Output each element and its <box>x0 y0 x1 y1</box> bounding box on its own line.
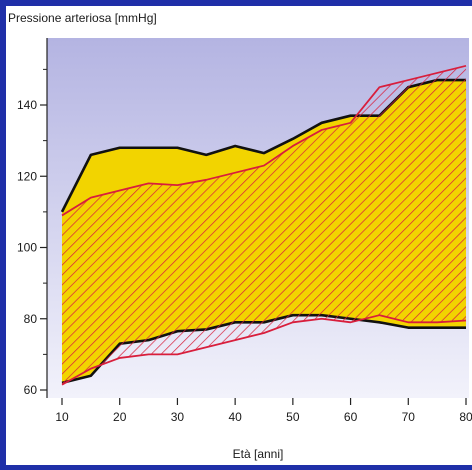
x-tick-label: 40 <box>228 410 242 424</box>
x-tick-label: 20 <box>113 410 127 424</box>
y-tick-label: 80 <box>24 312 38 326</box>
series-lower-line-hatched <box>61 314 467 386</box>
x-tick-label: 50 <box>286 410 300 424</box>
axes: 60 80 100 120 140 10 20 30 40 50 60 70 80 <box>17 38 472 424</box>
series-layer <box>60 64 467 386</box>
y-tick-label: 100 <box>17 241 37 255</box>
x-tick-label: 80 <box>459 410 472 424</box>
y-tick-label: 120 <box>17 169 37 183</box>
y-axis-title: Pressione arteriosa [mmHg] <box>8 11 157 25</box>
x-axis-title: Età [anni] <box>233 447 284 461</box>
x-tick-label: 70 <box>402 410 416 424</box>
series-band-hatched <box>62 65 466 385</box>
x-tick-label: 10 <box>55 410 69 424</box>
x-tick-label: 60 <box>344 410 358 424</box>
y-tick-label: 140 <box>17 98 37 112</box>
y-tick-label: 60 <box>24 383 38 397</box>
series-upper-line-hatched <box>61 64 467 217</box>
x-tick-label: 30 <box>171 410 185 424</box>
